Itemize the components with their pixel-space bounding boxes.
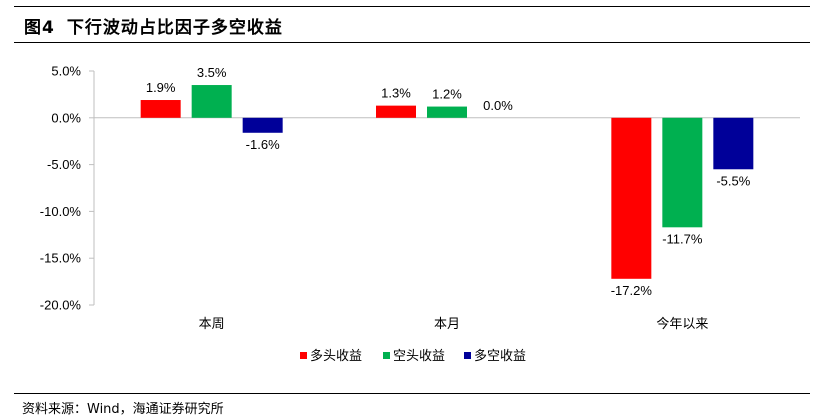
data-label-多空收益-今年以来: -5.5% xyxy=(716,173,750,188)
y-tick-label: -5.0% xyxy=(47,157,81,172)
bar-多头收益-本周 xyxy=(140,100,181,118)
y-tick-label: -15.0% xyxy=(40,251,82,266)
bar-多头收益-今年以来 xyxy=(611,117,652,279)
x-category-label: 本周 xyxy=(199,316,225,331)
data-label-多空收益-本周: -1.6% xyxy=(246,137,280,152)
title-rule xyxy=(14,42,810,43)
figure-title: 图4 下行波动占比因子多空收益 xyxy=(24,13,283,38)
bar-空头收益-本周 xyxy=(191,85,232,118)
data-label-空头收益-今年以来: -11.7% xyxy=(662,231,703,246)
y-tick-label: 5.0% xyxy=(51,64,81,79)
source-note: 资料来源：Wind，海通证券研究所 xyxy=(22,402,224,417)
bar-空头收益-本月 xyxy=(427,106,467,118)
figure-number: 图4 xyxy=(24,18,55,38)
figure-title-text: 下行波动占比因子多空收益 xyxy=(66,18,283,38)
top-rule xyxy=(14,6,810,7)
data-label-多头收益-本月: 1.3% xyxy=(381,86,411,101)
bottom-rule xyxy=(14,393,810,394)
legend-swatch-多头收益 xyxy=(300,352,307,359)
legend-swatch-空头收益 xyxy=(383,352,390,359)
legend-label-空头收益: 空头收益 xyxy=(393,348,445,363)
bar-多空收益-本周 xyxy=(242,117,283,133)
x-category-label: 本月 xyxy=(434,316,460,331)
legend-label-多空收益: 多空收益 xyxy=(474,348,526,363)
data-label-多头收益-今年以来: -17.2% xyxy=(611,283,653,298)
data-label-多头收益-本周: 1.9% xyxy=(146,80,176,95)
bar-多空收益-今年以来 xyxy=(713,117,754,170)
y-tick-label: -10.0% xyxy=(40,204,82,219)
y-tick-label: -20.0% xyxy=(40,298,82,313)
legend-swatch-多空收益 xyxy=(464,352,471,359)
x-category-label: 今年以来 xyxy=(656,316,708,331)
data-label-多空收益-本月: 0.0% xyxy=(483,98,513,113)
y-tick-label: 0.0% xyxy=(51,110,81,125)
data-label-空头收益-本周: 3.5% xyxy=(197,65,227,80)
bar-多头收益-本月 xyxy=(376,105,416,118)
data-label-空头收益-本月: 1.2% xyxy=(432,87,462,102)
bar-空头收益-今年以来 xyxy=(662,117,703,228)
legend-label-多头收益: 多头收益 xyxy=(310,348,362,363)
